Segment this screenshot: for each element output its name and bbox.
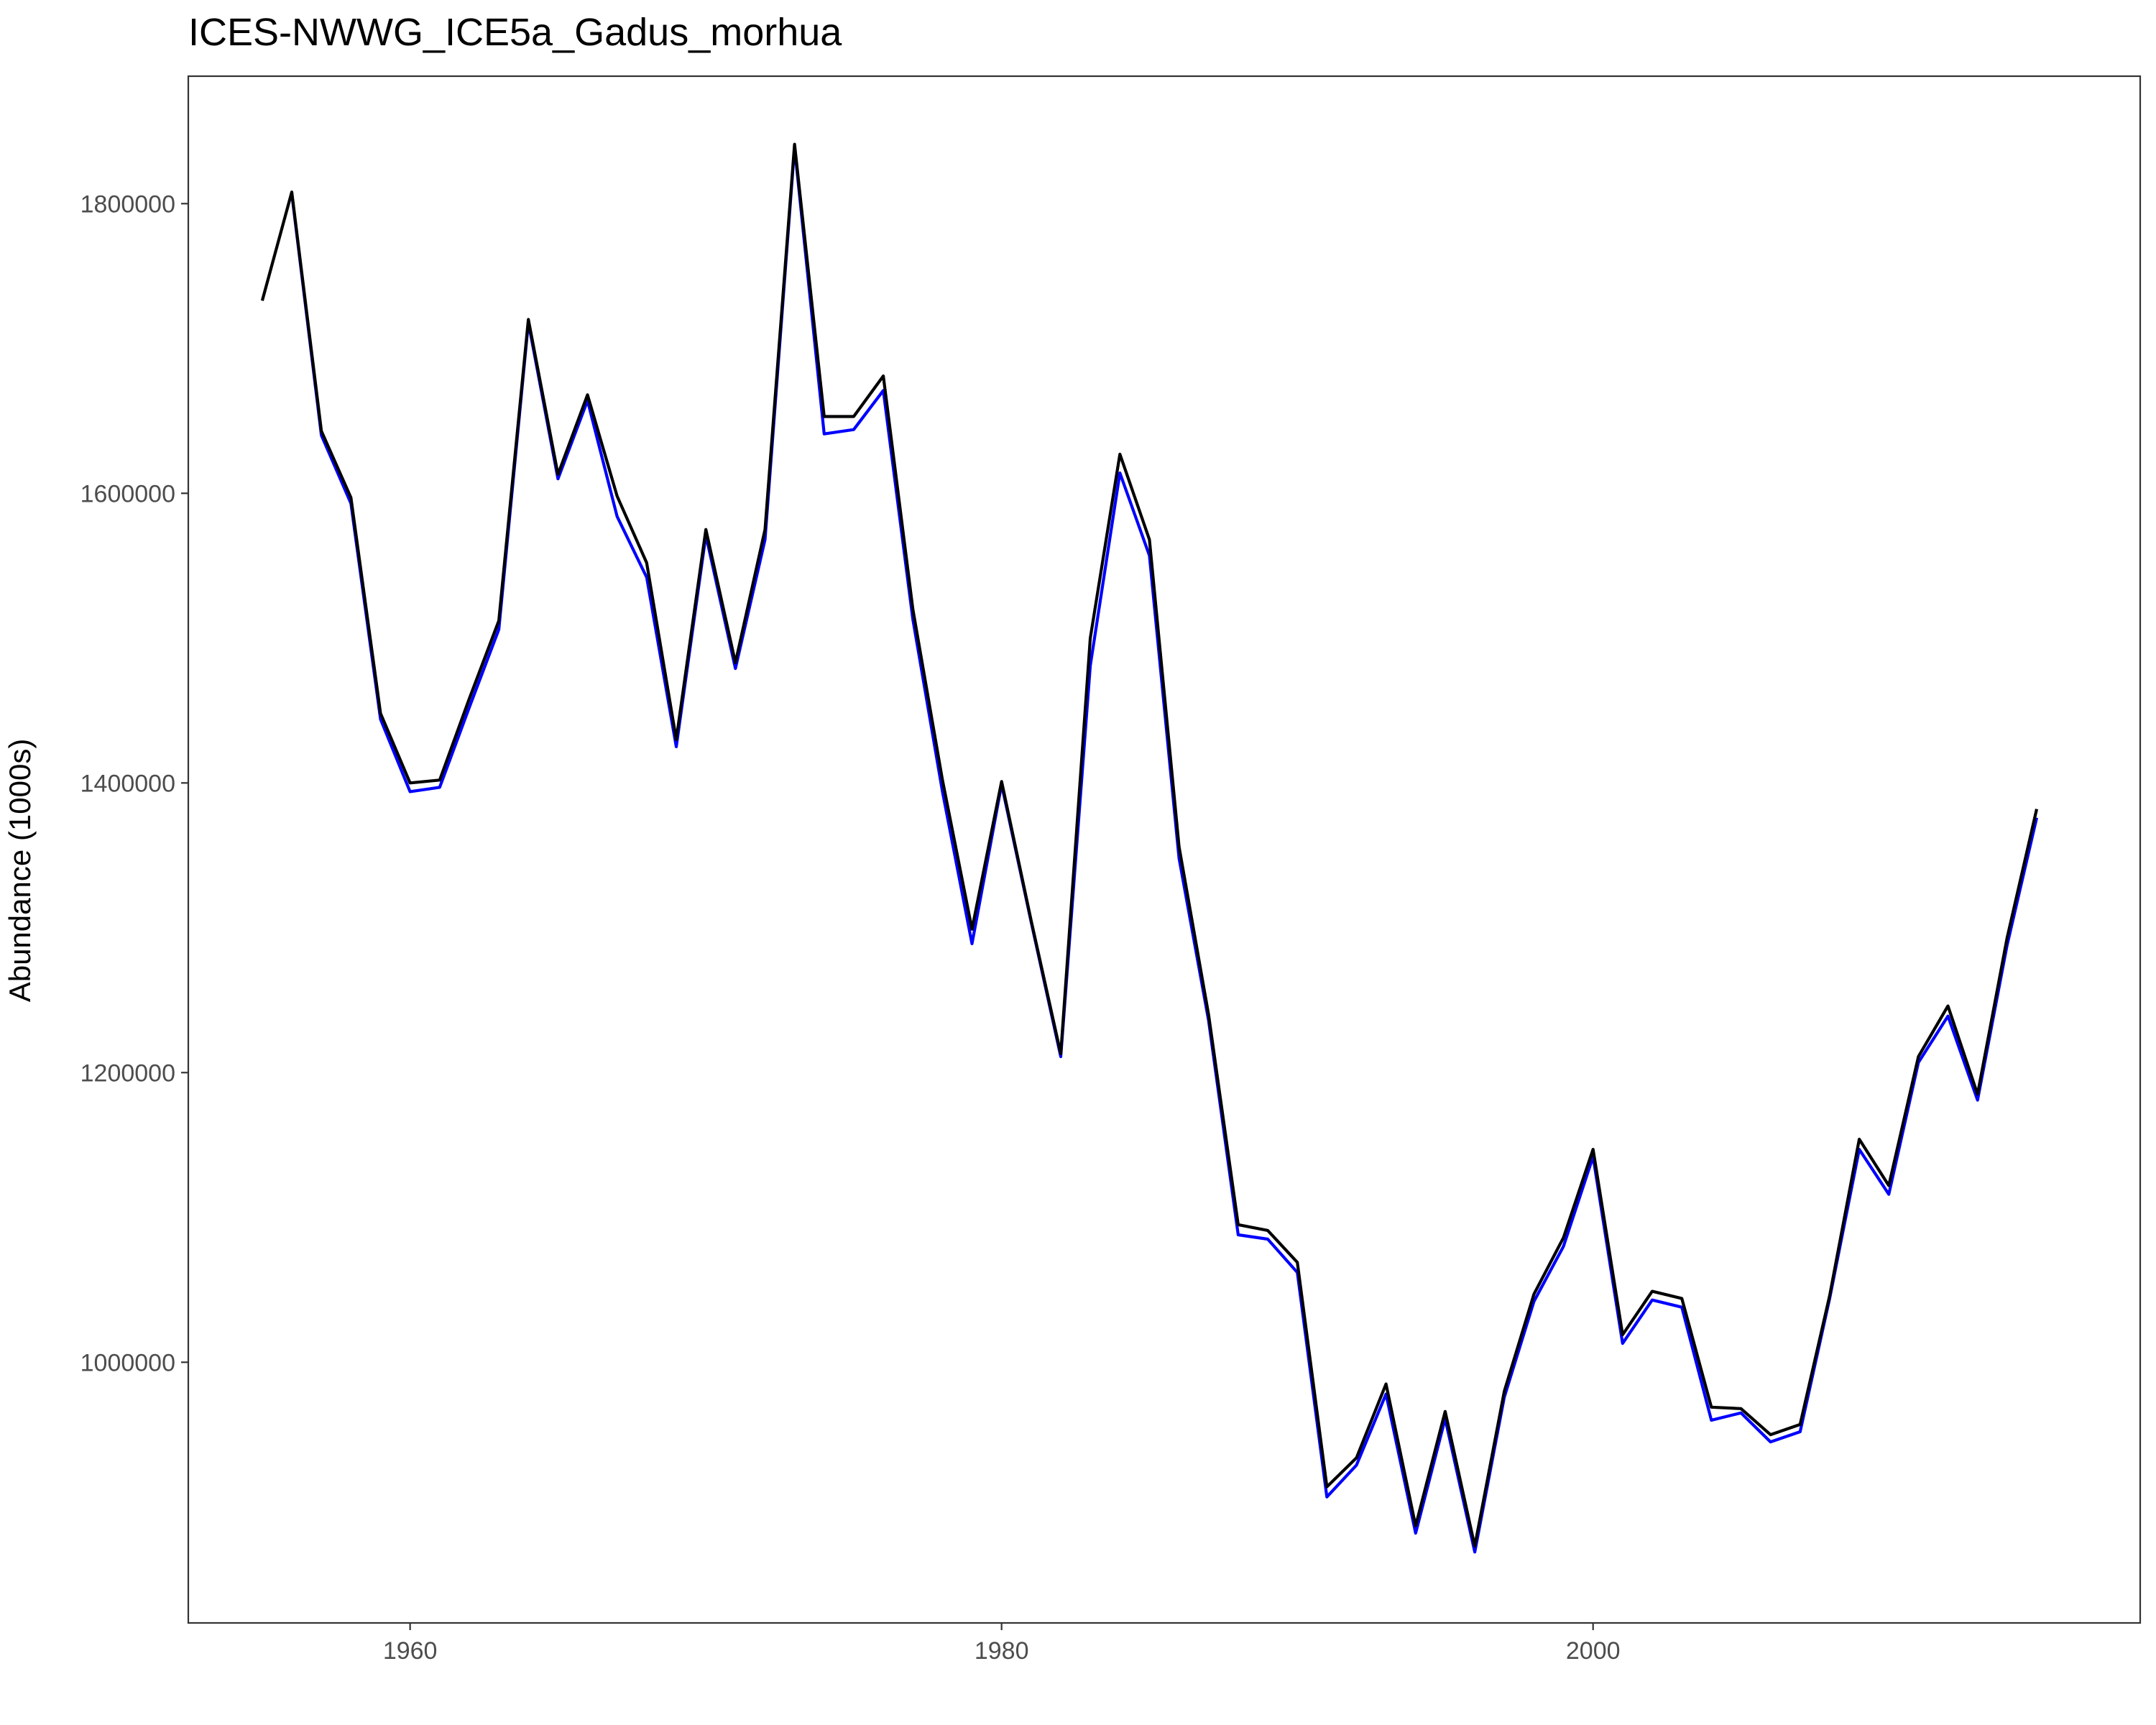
y-tick-label: 1000000: [80, 1349, 175, 1376]
y-tick-label: 1400000: [80, 770, 175, 797]
x-tick-label: 2000: [1566, 1637, 1621, 1665]
y-axis-title: Abundance (1000s): [3, 739, 37, 1003]
x-axis: 1960 1980 2000: [383, 1623, 1621, 1665]
x-tick-label: 1960: [383, 1637, 438, 1665]
y-tick-label: 1800000: [80, 190, 175, 218]
y-tick-label: 1200000: [80, 1059, 175, 1087]
series-line-2: [260, 142, 2039, 1548]
y-tick-label: 1600000: [80, 480, 175, 507]
plot-border: [187, 75, 2142, 1624]
chart-title: ICES-NWWG_ICE5a_Gadus_morhua: [188, 11, 842, 54]
x-tick-label: 1980: [975, 1637, 1029, 1665]
plot-area: [187, 75, 2142, 1624]
y-axis: 1000000 1200000 1400000 1600000 1800000: [80, 190, 188, 1376]
series-line-1: [290, 145, 2039, 1554]
